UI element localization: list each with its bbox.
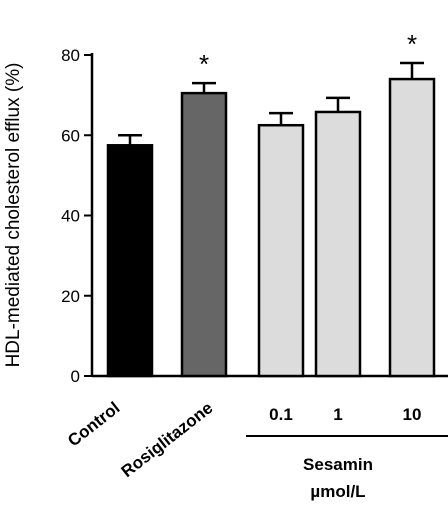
- x-tick-label: 0.1: [269, 405, 293, 424]
- significance-marker: *: [199, 49, 209, 79]
- error-bar: [269, 111, 293, 126]
- x-tick-label: 1: [333, 405, 342, 424]
- bar: [388, 77, 436, 378]
- bar: [257, 123, 305, 378]
- y-tick-label: 0: [71, 367, 80, 386]
- y-axis-label: HDL-mediated cholesterol efflux (%): [3, 63, 24, 368]
- error-bar: [192, 81, 216, 94]
- group-name: Sesamin: [303, 455, 373, 474]
- y-tick-label: 20: [61, 287, 80, 306]
- bar: [180, 91, 228, 378]
- y-tick-label: 80: [61, 46, 80, 65]
- error-bar: [118, 134, 142, 146]
- bar: [314, 110, 362, 378]
- bars: **: [106, 29, 436, 378]
- sesamin-group: Sesamin µmol/L: [246, 435, 448, 501]
- bar: [106, 144, 154, 378]
- group-unit: µmol/L: [310, 482, 365, 501]
- significance-marker: *: [407, 29, 417, 59]
- error-bar: [326, 96, 350, 112]
- error-bar: [400, 61, 424, 80]
- y-tick-label: 60: [61, 126, 80, 145]
- x-tick-label: 10: [403, 405, 422, 424]
- x-tick-label: Rosiglitazone: [118, 398, 217, 481]
- x-tick-label: Control: [64, 398, 123, 450]
- y-tick-label: 40: [61, 207, 80, 226]
